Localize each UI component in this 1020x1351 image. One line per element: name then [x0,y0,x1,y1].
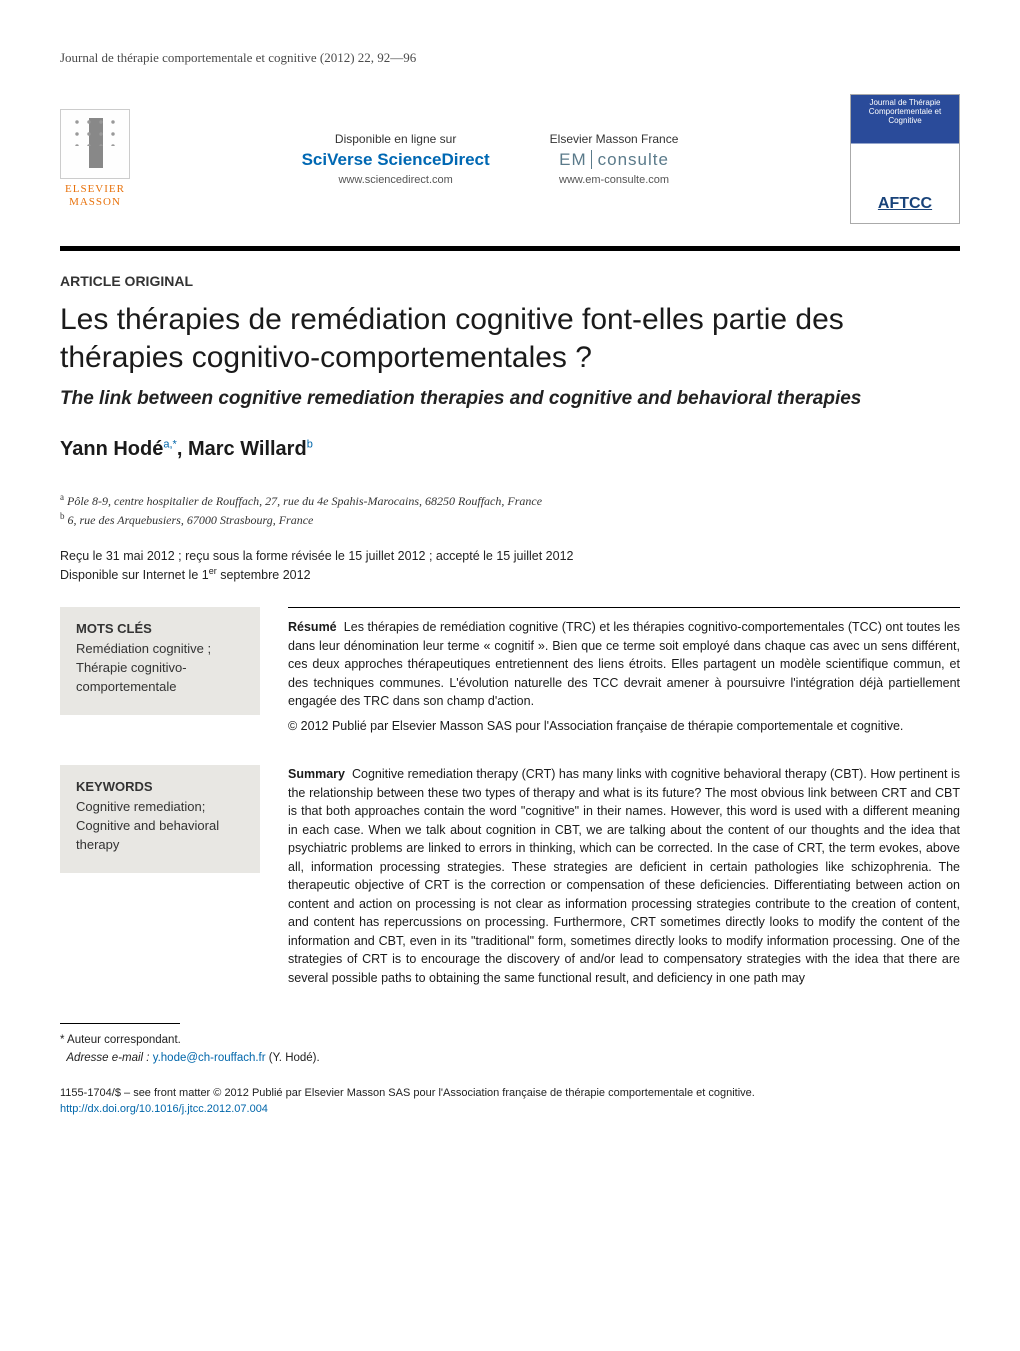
sciencedirect-url[interactable]: www.sciencedirect.com [338,174,452,186]
header-middle: Disponible en ligne sur SciVerse Science… [150,132,830,186]
resume-body: Résumé Les thérapies de remédiation cogn… [288,607,960,741]
journal-cover-thumbnail: Journal de Thérapie Comportementale et C… [850,94,960,224]
summary-body: Summary Cognitive remediation therapy (C… [288,765,960,993]
article-dates: Reçu le 31 mai 2012 ; reçu sous la forme… [60,547,960,586]
dates-received-accepted: Reçu le 31 mai 2012 ; reçu sous la forme… [60,547,960,566]
summary-text: Cognitive remediation therapy (CRT) has … [288,767,960,985]
keywords-list: Cognitive remediation; Cognitive and beh… [76,798,244,855]
affiliation-b-text: 6, rue des Arquebusiers, 67000 Strasbour… [68,513,314,527]
dates-online-sup: er [209,566,217,576]
resume-lead: Résumé [288,620,337,634]
author-1-affil-marker: a,* [163,438,176,450]
article-title-french: Les thérapies de remédiation cognitive f… [60,301,960,376]
corresponding-label: * Auteur correspondant. [60,1032,960,1049]
header-rule [60,246,960,251]
keywords-box: KEYWORDS Cognitive remediation; Cognitiv… [60,765,260,873]
authors: Yann Hodéa,*, Marc Willardb [60,438,960,461]
sciencedirect-block: Disponible en ligne sur SciVerse Science… [302,132,490,186]
email-author-suffix: (Y. Hodé). [269,1052,320,1064]
footnote-rule [60,1023,180,1024]
doi-link[interactable]: http://dx.doi.org/10.1016/j.jtcc.2012.07… [60,1103,268,1115]
cover-journal-title: Journal de Thérapie Comportementale et C… [855,99,955,125]
dates-online-post: septembre 2012 [217,569,311,583]
em-suffix: consulte [591,150,669,169]
emconsulte-block: Elsevier Masson France EMconsulte www.em… [550,132,679,186]
dates-online: Disponible sur Internet le 1er septembre… [60,565,960,585]
copyright-line: 1155-1704/$ – see front matter © 2012 Pu… [60,1085,960,1102]
publisher-logo: ELSEVIER MASSON [60,109,130,209]
header-banner: ELSEVIER MASSON Disponible en ligne sur … [60,84,960,242]
corresponding-email[interactable]: y.hode@ch-rouffach.fr [153,1052,266,1064]
abstract-section: MOTS CLÉS Remédiation cognitive ; Thérap… [60,607,960,993]
corresponding-author-footnote: * Auteur correspondant. Adresse e-mail :… [60,1032,960,1067]
author-2: , Marc Willard [177,438,307,460]
keywords-heading: KEYWORDS [76,779,244,794]
email-label: Adresse e-mail : [66,1052,149,1064]
elsevier-tree-icon [60,109,130,179]
journal-reference: Journal de thérapie comportementale et c… [60,50,960,66]
emconsulte-url[interactable]: www.em-consulte.com [559,174,669,186]
copyright-block: 1155-1704/$ – see front matter © 2012 Pu… [60,1085,960,1118]
affiliation-a-text: Pôle 8-9, centre hospitalier de Rouffach… [67,494,542,508]
dates-online-pre: Disponible sur Internet le 1 [60,569,209,583]
elsevier-france-label: Elsevier Masson France [550,132,679,146]
summary-lead: Summary [288,767,345,781]
author-2-affil-marker: b [307,438,313,450]
email-line: Adresse e-mail : y.hode@ch-rouffach.fr (… [60,1050,960,1067]
emconsulte-logo: EMconsulte [559,150,669,170]
mots-cles-list: Remédiation cognitive ; Thérapie cogniti… [76,640,244,697]
affiliation-a: a Pôle 8-9, centre hospitalier de Rouffa… [60,491,960,510]
publisher-name: ELSEVIER MASSON [65,183,125,209]
affiliations: a Pôle 8-9, centre hospitalier de Rouffa… [60,491,960,529]
cover-society: AFTCC [851,195,959,213]
em-prefix: EM [559,150,587,169]
author-1: Yann Hodé [60,438,163,460]
mots-cles-heading: MOTS CLÉS [76,621,244,636]
sciverse-logo: SciVerse ScienceDirect [302,150,490,170]
resume-copyright: © 2012 Publié par Elsevier Masson SAS po… [288,717,960,736]
article-title-english: The link between cognitive remediation t… [60,386,960,412]
affiliation-b: b 6, rue des Arquebusiers, 67000 Strasbo… [60,510,960,529]
article-type: ARTICLE ORIGINAL [60,273,960,289]
mots-cles-box: MOTS CLÉS Remédiation cognitive ; Thérap… [60,607,260,715]
available-online-label: Disponible en ligne sur [335,132,456,146]
resume-text: Les thérapies de remédiation cognitive (… [288,620,960,708]
sciverse-text: SciVerse ScienceDirect [302,150,490,169]
corresponding-text: Auteur correspondant. [67,1034,181,1046]
